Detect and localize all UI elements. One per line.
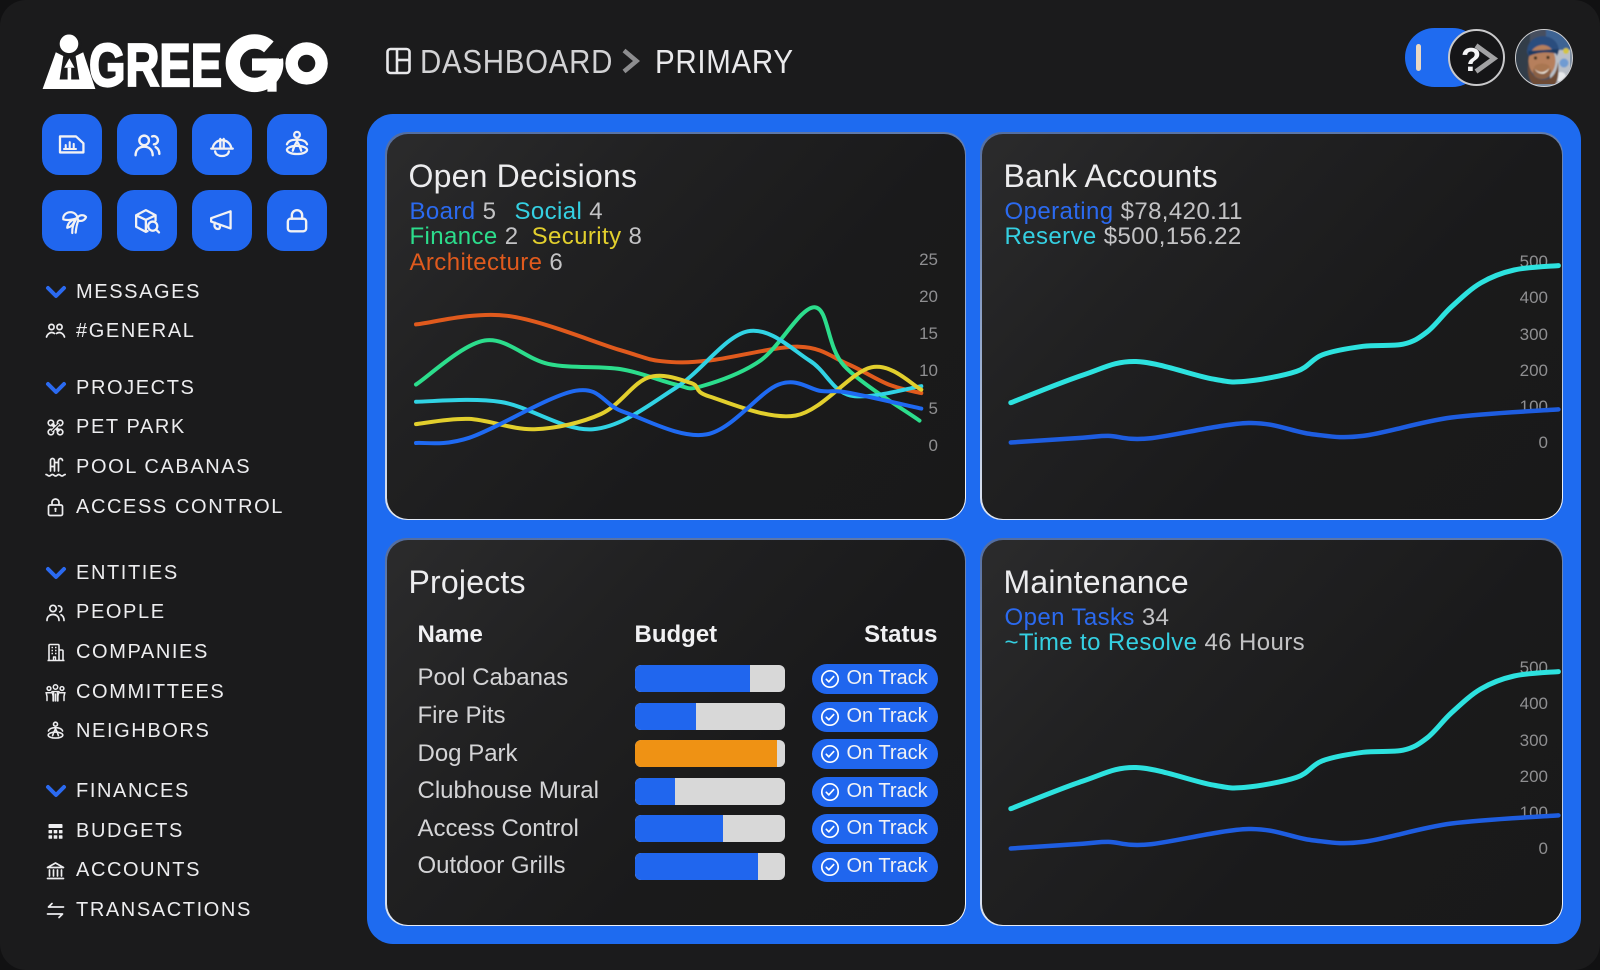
svg-text:0: 0 xyxy=(1538,433,1547,452)
svg-text:0: 0 xyxy=(1538,839,1547,858)
svg-text:10: 10 xyxy=(919,361,938,380)
svg-text:400: 400 xyxy=(1519,694,1547,713)
svg-text:20: 20 xyxy=(919,287,938,306)
svg-text:15: 15 xyxy=(919,324,938,343)
svg-text:300: 300 xyxy=(1519,731,1547,750)
svg-text:25: 25 xyxy=(919,250,938,269)
svg-text:300: 300 xyxy=(1519,325,1547,344)
svg-text:5: 5 xyxy=(928,399,937,418)
svg-text:GREE: GREE xyxy=(89,32,222,99)
svg-text:0: 0 xyxy=(928,436,937,455)
svg-text:400: 400 xyxy=(1519,288,1547,307)
svg-text:200: 200 xyxy=(1519,767,1547,786)
svg-text:200: 200 xyxy=(1519,361,1547,380)
